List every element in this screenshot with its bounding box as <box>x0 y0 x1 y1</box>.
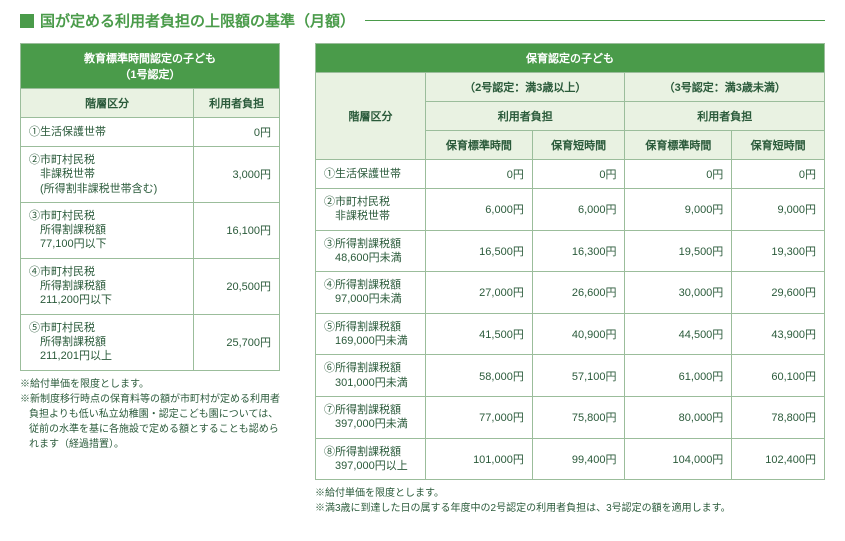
left-table-body: ①生活保護世帯0円 ②市町村民税 非課税世帯 (所得割非課税世帯含む)3,000… <box>21 118 280 371</box>
childcare-fee-table: 保育認定の子ども 階層区分 （2号認定：満3歳以上） （3号認定：満3歳未満） … <box>315 43 825 480</box>
left-table-title: 教育標準時間認定の子ども （1号認定） <box>21 44 280 89</box>
table-row: ①生活保護世帯0円0円0円0円 <box>316 160 825 189</box>
footnote: ※満3歳に到達した日の属する年度中の2号認定の利用者負担は、3号認定の額を適用し… <box>315 501 825 516</box>
left-col-tier-header: 階層区分 <box>21 89 194 118</box>
right-fee-header-2: 利用者負担 <box>426 102 625 131</box>
right-group3-header: （3号認定：満3歳未満） <box>625 73 825 102</box>
table-row: ⑧所得割課税額 397,000円以上101,000円99,400円104,000… <box>316 438 825 480</box>
table-row: ④所得割課税額 97,000円未満27,000円26,600円30,000円29… <box>316 272 825 314</box>
right-table-body: ①生活保護世帯0円0円0円0円 ②市町村民税 非課税世帯6,000円6,000円… <box>316 160 825 480</box>
education-fee-table: 教育標準時間認定の子ども （1号認定） 階層区分 利用者負担 ①生活保護世帯0円… <box>20 43 280 371</box>
two-column-layout: 教育標準時間認定の子ども （1号認定） 階層区分 利用者負担 ①生活保護世帯0円… <box>20 43 825 516</box>
table-row: ⑤市町村民税 所得割課税額 211,201円以上25,700円 <box>21 314 280 370</box>
right-fee-header-3: 利用者負担 <box>625 102 825 131</box>
right-short-header-2: 保育短時間 <box>532 131 625 160</box>
right-footnotes: ※給付単価を限度とします。 ※満3歳に到達した日の属する年度中の2号認定の利用者… <box>315 486 825 516</box>
table-row: ①生活保護世帯0円 <box>21 118 280 147</box>
left-col-fee-header: 利用者負担 <box>194 89 280 118</box>
section-heading: 国が定める利用者負担の上限額の基準（月額） <box>20 10 825 31</box>
table-row: ③市町村民税 所得割課税額 77,100円以下16,100円 <box>21 202 280 258</box>
left-footnotes: ※給付単価を限度とします。 ※新制度移行時点の保育料等の額が市町村が定める利用者… <box>20 377 280 452</box>
left-column: 教育標準時間認定の子ども （1号認定） 階層区分 利用者負担 ①生活保護世帯0円… <box>20 43 280 452</box>
table-row: ③所得割課税額 48,600円未満16,500円16,300円19,500円19… <box>316 230 825 272</box>
table-row: ②市町村民税 非課税世帯 (所得割非課税世帯含む)3,000円 <box>21 147 280 203</box>
footnote: ※給付単価を限度とします。 <box>315 486 825 501</box>
table-row: ⑥所得割課税額 301,000円未満58,000円57,100円61,000円6… <box>316 355 825 397</box>
right-table-title: 保育認定の子ども <box>316 44 825 73</box>
table-row: ⑦所得割課税額 397,000円未満77,000円75,800円80,000円7… <box>316 396 825 438</box>
right-short-header-3: 保育短時間 <box>732 131 825 160</box>
table-row: ⑤所得割課税額 169,000円未満41,500円40,900円44,500円4… <box>316 313 825 355</box>
right-std-header-2: 保育標準時間 <box>426 131 533 160</box>
right-column: 保育認定の子ども 階層区分 （2号認定：満3歳以上） （3号認定：満3歳未満） … <box>315 43 825 516</box>
footnote: ※給付単価を限度とします。 <box>20 377 280 392</box>
table-row: ④市町村民税 所得割課税額 211,200円以下20,500円 <box>21 258 280 314</box>
right-std-header-3: 保育標準時間 <box>625 131 732 160</box>
right-col-tier-header: 階層区分 <box>316 73 426 160</box>
table-row: ②市町村民税 非課税世帯6,000円6,000円9,000円9,000円 <box>316 189 825 231</box>
footnote: ※新制度移行時点の保育料等の額が市町村が定める利用者負担よりも低い私立幼稚園・認… <box>20 392 280 452</box>
heading-square-icon <box>20 14 34 28</box>
heading-text: 国が定める利用者負担の上限額の基準（月額） <box>40 10 355 31</box>
heading-rule <box>365 20 825 21</box>
right-group2-header: （2号認定：満3歳以上） <box>426 73 625 102</box>
